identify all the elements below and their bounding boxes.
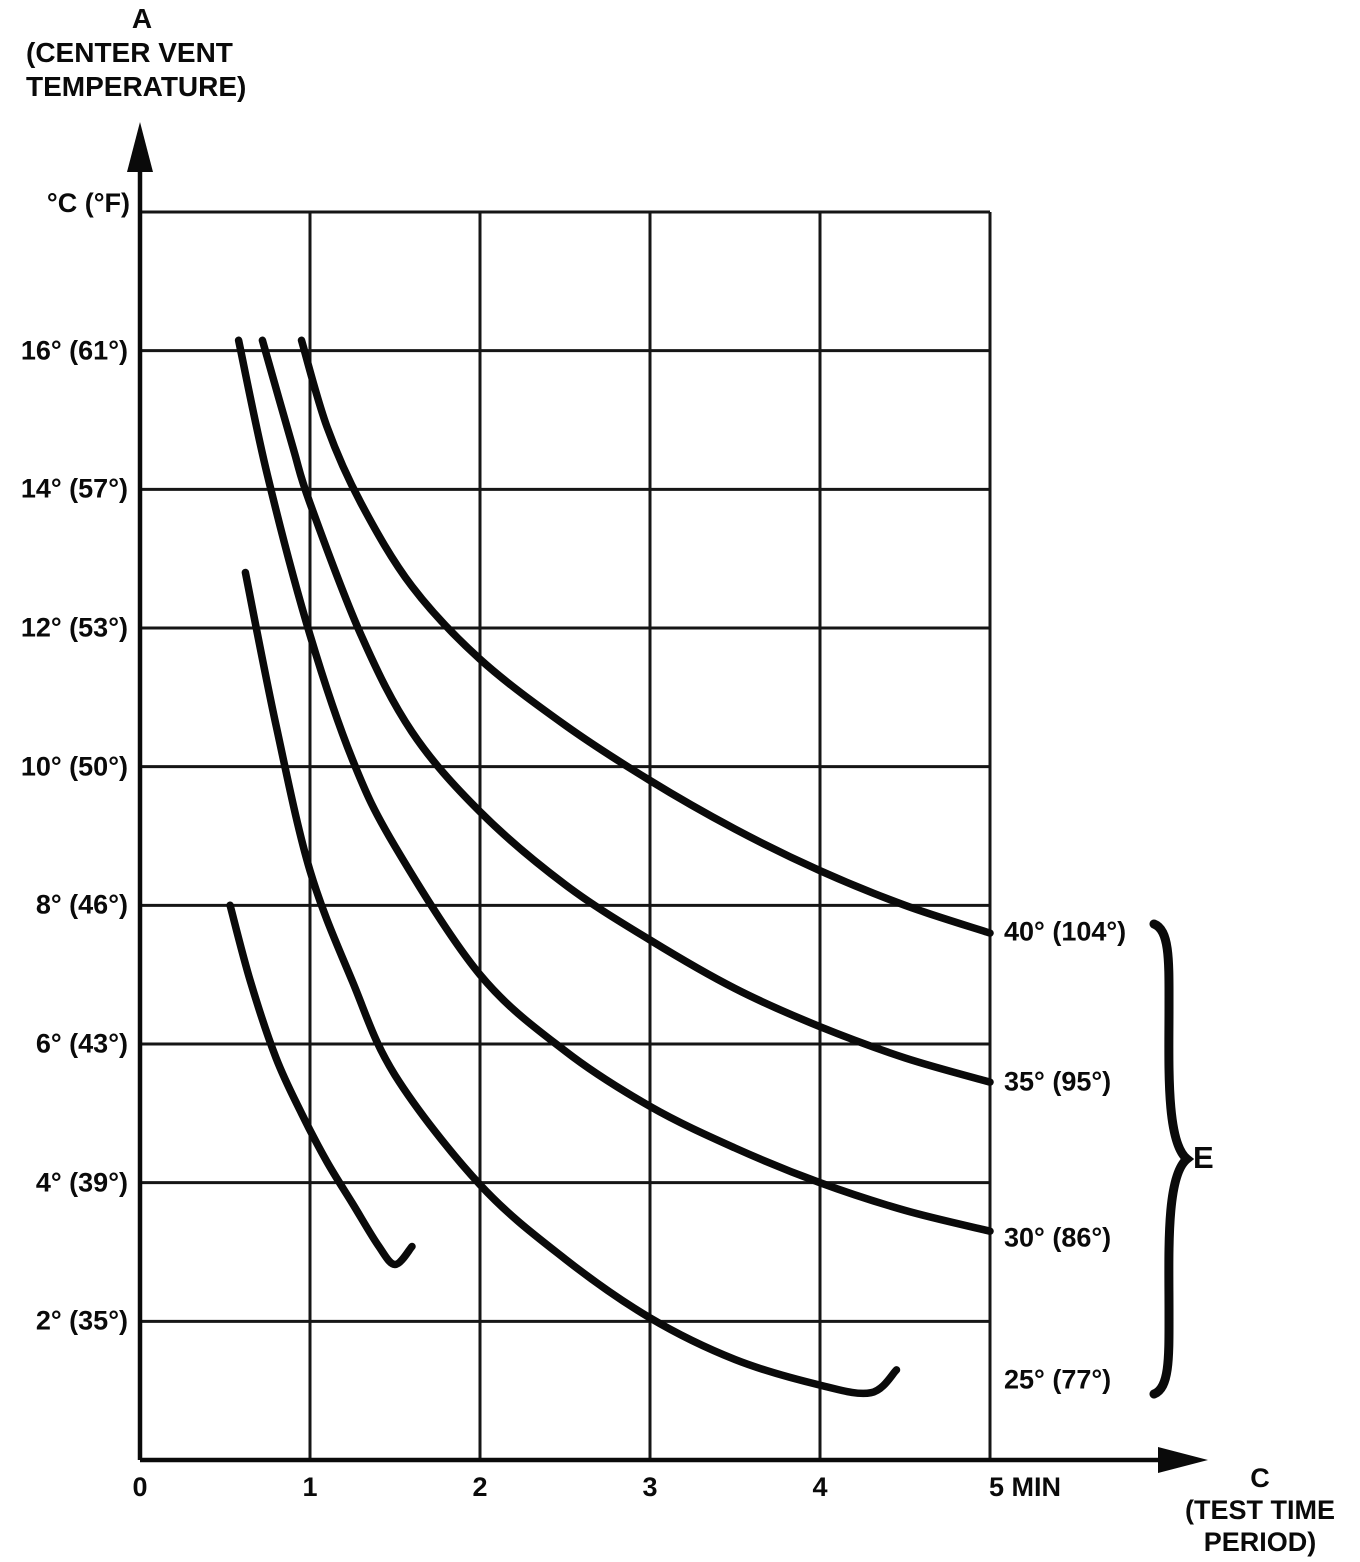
x-tick-label-3: 3 — [642, 1472, 658, 1502]
x-tick-label-0: 0 — [132, 1472, 148, 1502]
x-tick-label-1: 1 — [302, 1472, 318, 1502]
y-tick-label-6: 6° (43°) — [35, 1028, 128, 1059]
y-axis-arrow-head — [127, 122, 153, 172]
y-tick-label-2: 2° (35°) — [35, 1305, 128, 1336]
curve-30-86 — [234, 336, 994, 1235]
curve-label-30: 30° (86°) — [1004, 1222, 1112, 1253]
gridlines — [138, 210, 992, 1460]
curves — [226, 336, 994, 1398]
curve-35-95 — [258, 336, 994, 1086]
curve-unlabeled — [226, 901, 416, 1269]
curve-25-77 — [241, 568, 901, 1398]
x-axis-arrow-head — [1158, 1447, 1208, 1473]
curve-label-25: 25° (77°) — [1004, 1364, 1112, 1395]
curve-label-35: 35° (95°) — [1004, 1066, 1112, 1097]
grouping-brace — [1149, 919, 1195, 1399]
y-tick-label-16: 16° (61°) — [20, 335, 128, 366]
curve-40-104 — [297, 336, 994, 937]
y-tick-label-4: 4° (39°) — [35, 1167, 128, 1198]
curve-label-40: 40° (104°) — [1004, 916, 1127, 947]
y-axis-name-line2: TEMPERATURE) — [26, 71, 247, 102]
x-axis-name-line1: (TEST TIME — [1185, 1495, 1335, 1525]
x-axis-symbol: C — [1250, 1463, 1270, 1493]
x-tick-label-2: 2 — [472, 1472, 488, 1502]
y-axis-unit-label: °C (°F) — [46, 188, 130, 218]
y-axis-symbol: A — [131, 3, 153, 34]
x-tick-label-5-min: 5 MIN — [988, 1472, 1061, 1502]
y-tick-label-14: 14° (57°) — [20, 473, 128, 504]
y-axis-name-line1: (CENTER VENT — [26, 37, 233, 68]
y-tick-label-10: 10° (50°) — [20, 751, 128, 782]
x-axis-title: C (TEST TIME PERIOD) — [1162, 1462, 1358, 1558]
brace-group-label: E — [1193, 1140, 1214, 1175]
x-axis-name-line2: PERIOD) — [1203, 1527, 1317, 1557]
y-tick-label-8: 8° (46°) — [35, 889, 128, 920]
y-axis-title: A (CENTER VENT TEMPERATURE) — [26, 2, 258, 104]
y-tick-label-12: 12° (53°) — [20, 612, 128, 643]
x-tick-label-4: 4 — [812, 1472, 828, 1502]
